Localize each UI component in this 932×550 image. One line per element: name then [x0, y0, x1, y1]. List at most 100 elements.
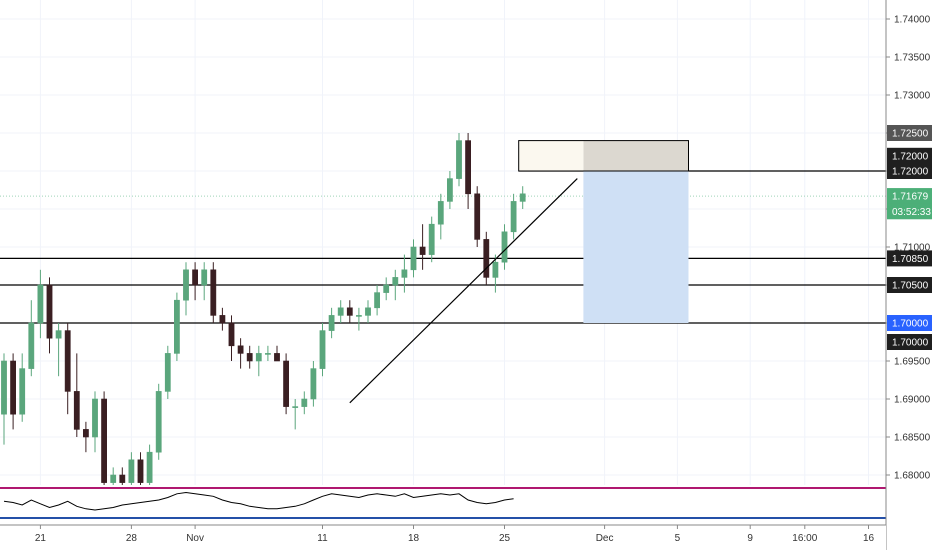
price-tick-label: 1.68500: [894, 433, 931, 444]
candle-body: [410, 246, 417, 271]
candle-body: [274, 353, 280, 362]
candle-body: [501, 231, 508, 263]
price-badge: [887, 250, 932, 267]
candle-body: [510, 201, 517, 233]
price-tick-label: 1.71000: [894, 243, 931, 254]
candle-body: [146, 451, 153, 483]
candle-body: [237, 345, 244, 354]
price-tick-label: 1.74000: [894, 15, 931, 26]
candle-body: [255, 353, 262, 362]
candle-body: [419, 246, 426, 255]
price-badge: [887, 163, 932, 179]
candle-body: [383, 284, 390, 293]
candle-body: [355, 315, 362, 317]
time-tick-label: 9: [747, 533, 753, 544]
price-badge: [887, 147, 932, 164]
price-tick-label: 1.69000: [894, 395, 931, 406]
candle-body: [228, 322, 235, 347]
target-zone[interactable]: [583, 171, 689, 323]
candle-body: [301, 398, 308, 407]
price-badge-label: 1.70000: [892, 338, 929, 349]
trendline-segment[interactable]: [349, 178, 578, 404]
candle-body: [183, 269, 189, 301]
candle-body: [446, 178, 453, 202]
price-badge-label: 1.72500: [892, 129, 929, 140]
candle-body: [73, 391, 80, 430]
price-badge-label: 1.72000: [892, 151, 929, 162]
candle-body: [365, 307, 371, 316]
time-tick-label: Nov: [186, 533, 204, 544]
candle-body: [374, 292, 380, 309]
candle-body: [465, 140, 471, 195]
candle-body: [483, 239, 490, 278]
price-tick-label: 1.73500: [894, 53, 931, 64]
candle-body: [37, 284, 44, 324]
candle-body: [210, 269, 217, 316]
stop-zone-border[interactable]: [518, 140, 690, 172]
candle-body: [492, 261, 499, 278]
time-tick-label: 5: [675, 533, 681, 544]
candle-body: [292, 406, 299, 408]
oscillator-pane: [0, 485, 886, 525]
candle-body: [10, 360, 16, 415]
candle-body: [456, 140, 462, 179]
candle-body: [310, 368, 317, 400]
price-tick-label: 1.68000: [894, 471, 931, 482]
price-axis[interactable]: 1.740001.735001.730001.725001.720001.715…: [885, 0, 932, 550]
time-tick-label: 25: [499, 533, 511, 544]
candle-body: [246, 353, 253, 362]
candle-body: [19, 368, 26, 415]
price-badge-label: 1.71679: [892, 192, 929, 203]
candle-body: [519, 193, 526, 202]
price-badge: [887, 277, 932, 293]
price-axis-background: [886, 0, 932, 550]
candle-body: [437, 201, 444, 225]
time-tick-label: 16: [863, 533, 875, 544]
candle-body: [110, 474, 117, 483]
candle-body: [201, 269, 208, 286]
candle-body: [337, 307, 344, 316]
price-badges: 1.72500 1.72000 1.72000 1.71679 03:52:33 1.70…: [887, 125, 932, 350]
candle-body: [83, 429, 89, 438]
candle-body: [164, 353, 171, 392]
price-badge-label: 1.70850: [892, 254, 929, 265]
candle-body: [101, 398, 107, 483]
price-tick-label: 1.73000: [894, 91, 931, 102]
time-tick-label: 16:00: [792, 533, 817, 544]
price-tick-label: 1.69500: [894, 357, 931, 368]
horizontal-levels[interactable]: [0, 170, 886, 324]
candle-body: [128, 459, 135, 483]
price-badge: [887, 125, 932, 141]
candle-body: [283, 360, 289, 407]
time-tick-label: 28: [126, 533, 138, 544]
candle-body: [1, 360, 7, 415]
candle-body: [92, 398, 98, 438]
oscillator-line: [3, 491, 514, 511]
price-badge: [887, 334, 932, 350]
short-position-tool[interactable]: [518, 140, 690, 323]
entry-zone[interactable]: [518, 140, 584, 171]
time-axis-background: [0, 525, 886, 550]
price-badge-label: 1.72000: [892, 167, 929, 178]
stop-zone[interactable]: [583, 140, 689, 171]
candle-body: [346, 307, 353, 316]
candlestick-series: [1, 133, 526, 506]
candle-body: [155, 391, 162, 453]
candle-body: [428, 223, 435, 255]
time-tick-label: 21: [35, 533, 47, 544]
candle-body: [137, 459, 144, 483]
price-badge-label: 1.70500: [892, 281, 929, 292]
price-badge-label: 1.70000: [892, 319, 929, 330]
trendline[interactable]: [349, 178, 578, 404]
candle-body: [328, 315, 335, 331]
candle-body: [219, 315, 226, 324]
price-badge-label: 03:52:33: [892, 207, 931, 218]
candle-body: [319, 330, 326, 369]
candle-body: [174, 299, 180, 354]
candle-body: [401, 269, 408, 278]
candle-body: [119, 474, 126, 483]
candle-body: [264, 353, 271, 355]
time-axis[interactable]: 21 28 Nov 11 18 25 Dec 5 9 16:00 16: [0, 524, 886, 550]
time-tick-label: 11: [317, 533, 328, 544]
